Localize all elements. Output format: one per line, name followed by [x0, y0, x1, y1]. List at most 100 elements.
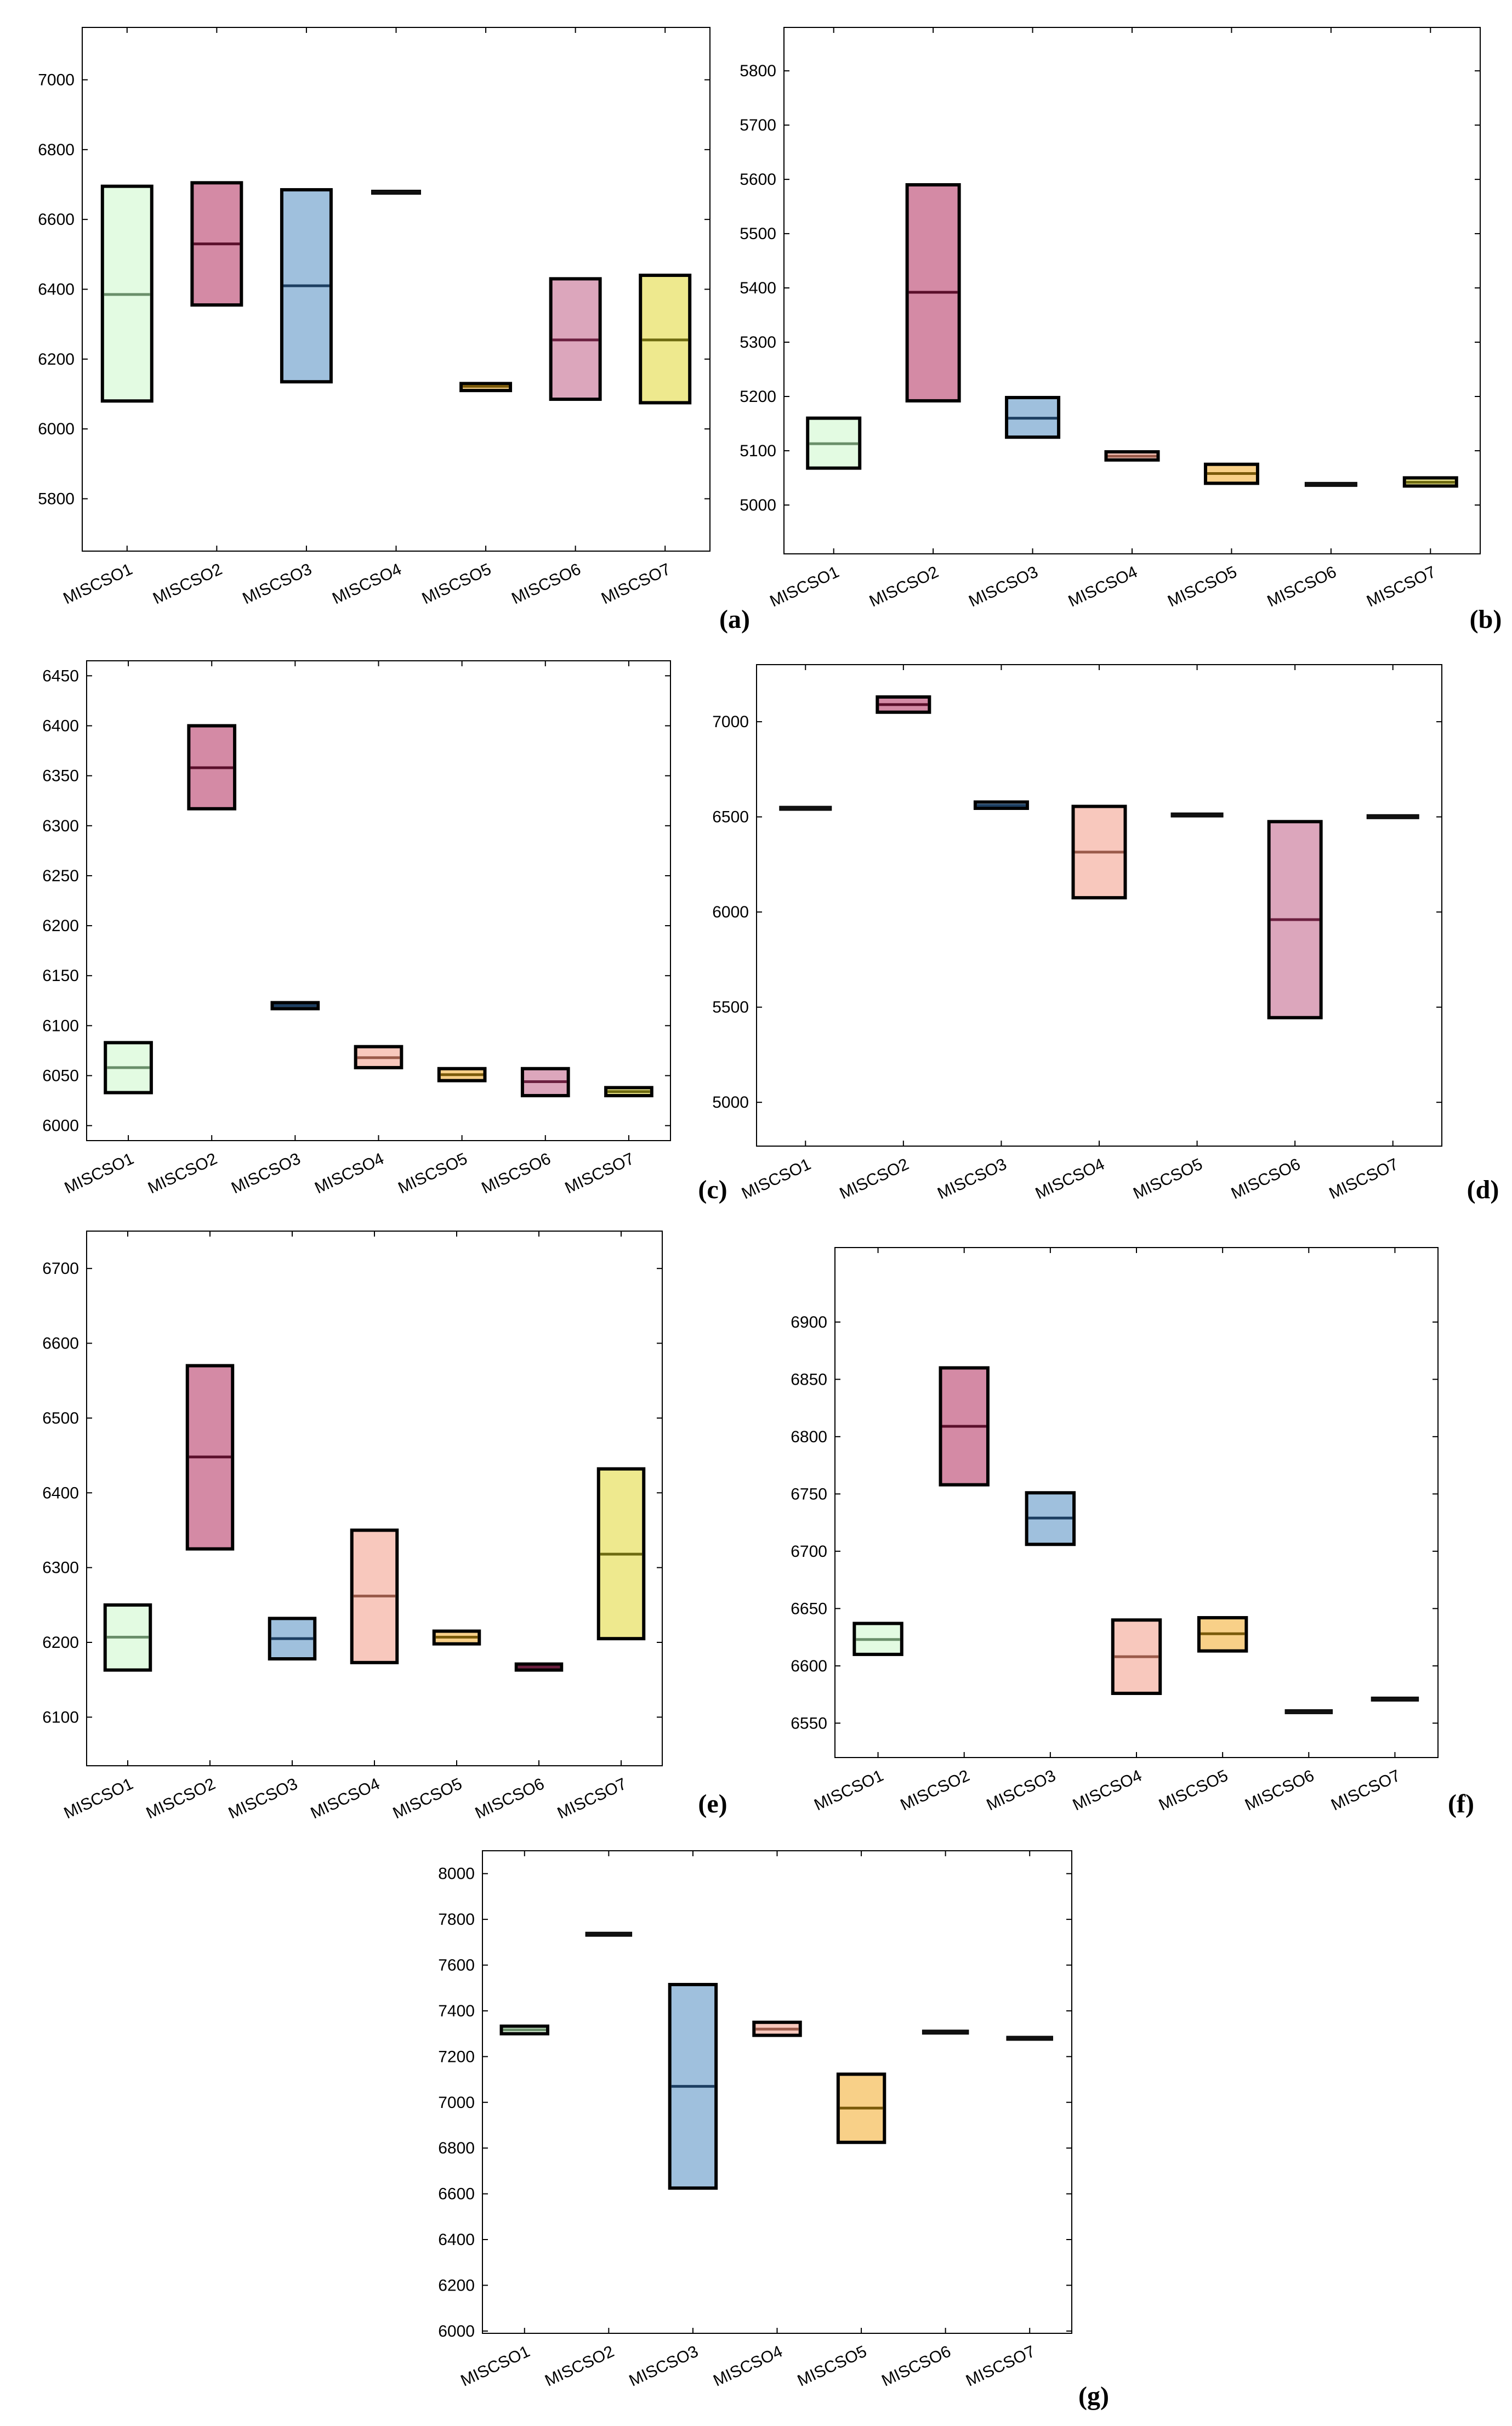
y-tick-label: 5500 [740, 225, 776, 243]
y-tick-label: 5800 [38, 490, 75, 508]
x-tick-label: MISCSO2 [837, 1155, 911, 1203]
x-tick-label: MISCSO1 [458, 2342, 532, 2390]
y-tick-label: 7000 [712, 713, 749, 731]
y-tick-label: 5600 [740, 171, 776, 189]
y-tick-label: 7800 [438, 1911, 475, 1929]
x-tick-label: MISCSO7 [1328, 1766, 1403, 1814]
x-tick-label: MISCSO7 [1326, 1155, 1401, 1203]
plot-frame [86, 1231, 663, 1766]
y-tick-label: 6000 [438, 2322, 475, 2340]
y-tick-label: 6400 [38, 281, 75, 299]
y-tick-label: 7000 [38, 71, 75, 89]
x-tick-label: MISCSO1 [739, 1155, 814, 1203]
x-tick-label: MISCSO4 [1033, 1155, 1107, 1203]
y-tick-label: 5100 [740, 442, 776, 460]
x-tick-label: MISCSO6 [479, 1149, 553, 1197]
x-tick-label: MISCSO5 [1156, 1766, 1231, 1814]
y-tick-label: 6100 [42, 1017, 79, 1035]
x-tick-label: MISCSO5 [1165, 563, 1240, 610]
panel-label: (c) [698, 1175, 727, 1204]
chart-panel-7: 6000 6200 6400 6600 6800 7000 7200 7400 7600 7800… [438, 1850, 1109, 2411]
box-MISCSO4 [371, 190, 421, 195]
x-tick-label: MISCSO2 [542, 2342, 617, 2390]
panel-label: (e) [698, 1789, 727, 1818]
box-MISCSO6 [1304, 481, 1357, 487]
y-tick-label: 6700 [791, 1543, 827, 1561]
y-tick-label: 5800 [740, 62, 776, 80]
chart-panel-3: 6000 6050 6100 6150 6200 6250 6300 6350 6400 6450… [42, 660, 727, 1204]
plot-frame [82, 27, 710, 552]
x-tick-label: MISCSO7 [562, 1149, 637, 1197]
box-MISCSO7 [1366, 814, 1419, 819]
x-tick-label: MISCSO3 [984, 1766, 1058, 1814]
y-tick-label: 5400 [740, 279, 776, 297]
x-tick-label: MISCSO4 [710, 2342, 785, 2390]
box-MISCSO6 [922, 2030, 969, 2035]
box-MISCSO5 [1170, 812, 1224, 818]
x-tick-label: MISCSO3 [240, 560, 315, 608]
x-tick-label: MISCSO3 [627, 2342, 701, 2390]
y-tick-label: 6300 [42, 817, 79, 835]
x-tick-label: MISCSO4 [1070, 1766, 1145, 1814]
x-tick-label: MISCSO3 [935, 1155, 1009, 1203]
y-tick-label: 6300 [42, 1559, 79, 1577]
plot-frame [482, 1850, 1072, 2334]
x-tick-label: MISCSO7 [963, 2342, 1038, 2390]
y-tick-label: 6000 [42, 1117, 79, 1135]
y-tick-label: 6050 [42, 1067, 79, 1085]
y-tick-label: 6750 [791, 1485, 827, 1503]
x-tick-label: MISCSO2 [150, 560, 225, 608]
x-tick-label: MISCSO5 [395, 1149, 470, 1197]
box-MISCSO1 [779, 806, 832, 811]
y-tick-label: 6900 [791, 1313, 827, 1331]
y-tick-label: 6850 [791, 1370, 827, 1388]
y-tick-label: 6200 [42, 917, 79, 935]
y-tick-label: 6800 [38, 141, 75, 159]
x-tick-label: MISCSO5 [419, 560, 494, 608]
x-tick-label: MISCSO6 [879, 2342, 953, 2390]
plot-frame [756, 664, 1442, 1147]
x-tick-label: MISCSO2 [867, 563, 941, 610]
x-tick-label: MISCSO2 [897, 1766, 972, 1814]
y-tick-label: 6500 [42, 1409, 79, 1427]
x-tick-label: MISCSO4 [308, 1775, 383, 1822]
x-tick-label: MISCSO6 [473, 1775, 547, 1822]
y-tick-label: 6550 [791, 1714, 827, 1732]
x-tick-label: MISCSO3 [966, 563, 1041, 610]
panel-label: (a) [719, 605, 750, 634]
chart-panel-4: 5000 5500 6000 6500 7000 MISCSO1 MISCSO2 MISCSO… [712, 664, 1499, 1204]
y-tick-label: 6600 [438, 2185, 475, 2203]
y-tick-label: 6650 [791, 1600, 827, 1618]
y-tick-label: 6200 [38, 350, 75, 369]
x-tick-label: MISCSO1 [811, 1766, 886, 1814]
x-tick-label: MISCSO3 [229, 1149, 303, 1197]
y-tick-label: 6000 [38, 420, 75, 438]
y-tick-label: 6400 [438, 2231, 475, 2249]
x-tick-label: MISCSO5 [795, 2342, 869, 2390]
y-tick-label: 5500 [712, 999, 749, 1017]
x-tick-label: MISCSO4 [312, 1149, 386, 1197]
y-tick-label: 6800 [438, 2139, 475, 2157]
x-tick-label: MISCSO5 [1130, 1155, 1205, 1203]
y-tick-label: 6150 [42, 967, 79, 985]
x-tick-label: MISCSO1 [60, 560, 135, 608]
y-tick-label: 5300 [740, 333, 776, 352]
y-tick-label: 6000 [712, 903, 749, 921]
y-tick-label: 6250 [42, 867, 79, 885]
y-tick-label: 6600 [42, 1335, 79, 1353]
y-tick-label: 5000 [712, 1093, 749, 1112]
x-tick-label: MISCSO6 [1229, 1155, 1303, 1203]
x-tick-label: MISCSO2 [144, 1775, 218, 1822]
y-tick-label: 7200 [438, 2048, 475, 2066]
y-tick-label: 6200 [438, 2276, 475, 2294]
x-tick-label: MISCSO3 [226, 1775, 300, 1822]
x-tick-label: MISCSO4 [329, 560, 404, 608]
x-tick-label: MISCSO7 [1364, 563, 1439, 610]
y-tick-label: 6400 [42, 717, 79, 735]
x-tick-label: MISCSO1 [767, 563, 842, 610]
x-tick-label: MISCSO1 [61, 1775, 136, 1822]
y-tick-label: 6450 [42, 667, 79, 685]
y-tick-label: 6350 [42, 767, 79, 785]
